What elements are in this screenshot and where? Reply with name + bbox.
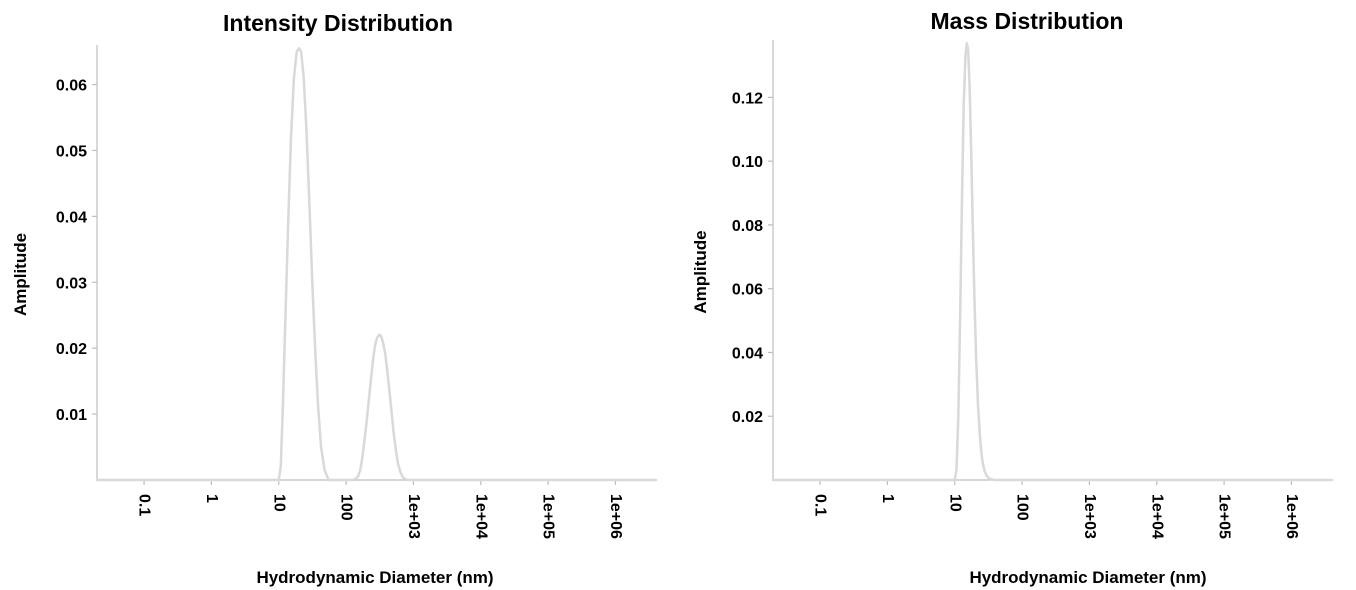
intensity-x-tick-label: 10: [270, 494, 287, 512]
intensity-series-line: [95, 47, 658, 482]
intensity-y-tick-label: 0.02: [56, 341, 87, 358]
mass-x-tick-label: 1e+04: [1148, 494, 1165, 539]
intensity-x-axis-label: Hydrodynamic Diameter (nm): [256, 568, 493, 587]
intensity-x-tick-label: 1: [203, 494, 220, 503]
intensity-chart: Intensity Distribution 0.01 0.02 0.03 0.04 0.…: [11, 10, 658, 587]
intensity-y-axis-label: Amplitude: [11, 233, 30, 316]
intensity-x-tick-label: 0.1: [136, 494, 153, 516]
mass-y-tick-label: 0.10: [732, 154, 763, 171]
mass-x-tick-label: 1e+06: [1283, 494, 1300, 539]
mass-chart: Mass Distribution 0.02 0.04 0.06 0.08 0.10 0.1…: [691, 8, 1334, 587]
intensity-x-tick-label: 100: [338, 494, 355, 521]
mass-y-tick-label: 0.12: [732, 90, 763, 107]
intensity-y-tick-label: 0.05: [56, 143, 87, 160]
mass-x-tick-label: 1: [879, 494, 896, 503]
mass-y-tick-label: 0.06: [732, 282, 763, 299]
mass-x-tick-label: 0.1: [812, 494, 829, 516]
intensity-x-tick-label: 1e+06: [607, 494, 624, 539]
mass-y-tick-label: 0.08: [732, 218, 763, 235]
mass-x-axis-label: Hydrodynamic Diameter (nm): [969, 568, 1206, 587]
intensity-x-tick-label: 1e+03: [405, 494, 422, 539]
mass-x-tick-label: 10: [946, 494, 963, 512]
mass-chart-title: Mass Distribution: [931, 8, 1124, 34]
intensity-y-tick-label: 0.01: [56, 407, 87, 424]
intensity-y-tick-label: 0.06: [56, 78, 87, 95]
intensity-chart-title: Intensity Distribution: [223, 10, 453, 36]
mass-y-tick-label: 0.02: [732, 409, 763, 426]
mass-series-line: [771, 41, 1334, 482]
mass-x-tick-label: 1e+03: [1081, 494, 1098, 539]
mass-y-tick-label: 0.04: [732, 345, 763, 362]
intensity-x-tick-label: 1e+04: [472, 494, 489, 539]
mass-x-tick-label: 1e+05: [1216, 494, 1233, 539]
intensity-y-tick-label: 0.04: [56, 209, 87, 226]
intensity-x-tick-label: 1e+05: [540, 494, 557, 539]
intensity-y-tick-label: 0.03: [56, 275, 87, 292]
mass-x-tick-label: 100: [1014, 494, 1031, 521]
mass-y-axis-label: Amplitude: [691, 230, 710, 313]
